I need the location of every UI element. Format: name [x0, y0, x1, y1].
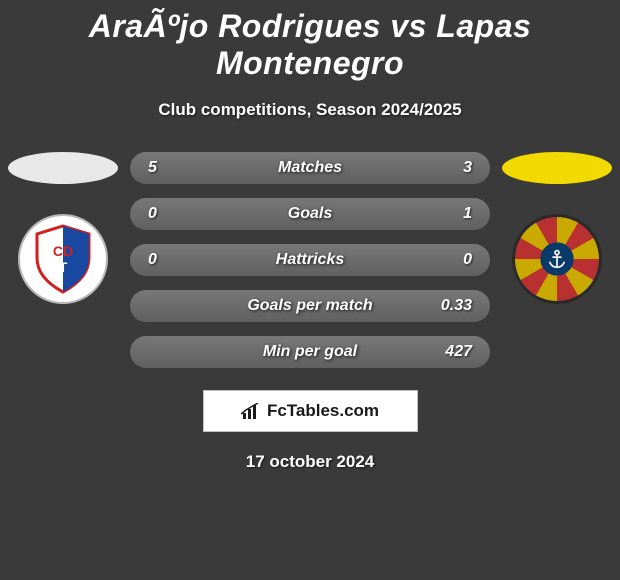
svg-text:CD: CD: [53, 243, 73, 259]
stat-label: Min per goal: [263, 343, 357, 361]
stat-right-value: 427: [432, 343, 472, 361]
left-side: CD T: [8, 152, 118, 304]
stat-row: 0 Hattricks 0: [130, 244, 490, 276]
stat-row: Goals per match 0.33: [130, 290, 490, 322]
brand-text: FcTables.com: [267, 401, 379, 421]
stat-right-value: 3: [432, 159, 472, 177]
stat-right-value: 0: [432, 251, 472, 269]
comparison-panel: CD T 5 Matches 3 0 Goals 1 0 Hattricks 0: [0, 152, 620, 368]
stat-row: 5 Matches 3: [130, 152, 490, 184]
left-player-ellipse: [8, 152, 118, 184]
shield-icon: CD T: [33, 224, 93, 294]
stat-right-value: 0.33: [432, 297, 472, 315]
stat-label: Hattricks: [276, 251, 344, 269]
left-club-badge: CD T: [18, 214, 108, 304]
date-text: 17 october 2024: [0, 452, 620, 472]
stat-row: Min per goal 427: [130, 336, 490, 368]
stat-label: Goals: [288, 205, 332, 223]
page-title: AraÃºjo Rodrigues vs Lapas Montenegro: [0, 8, 620, 82]
chart-icon: [241, 403, 261, 419]
stat-label: Matches: [278, 159, 342, 177]
anchor-icon: [546, 248, 568, 270]
svg-text:T: T: [59, 259, 68, 275]
stat-left-value: 0: [148, 205, 188, 223]
stat-row: 0 Goals 1: [130, 198, 490, 230]
right-player-ellipse: [502, 152, 612, 184]
stat-left-value: 5: [148, 159, 188, 177]
stats-column: 5 Matches 3 0 Goals 1 0 Hattricks 0 Goal…: [130, 152, 490, 368]
right-club-badge: [512, 214, 602, 304]
stat-label: Goals per match: [247, 297, 372, 315]
brand-logo: FcTables.com: [203, 390, 418, 432]
subtitle: Club competitions, Season 2024/2025: [0, 100, 620, 120]
stat-left-value: 0: [148, 251, 188, 269]
stat-right-value: 1: [432, 205, 472, 223]
right-side: [502, 152, 612, 304]
